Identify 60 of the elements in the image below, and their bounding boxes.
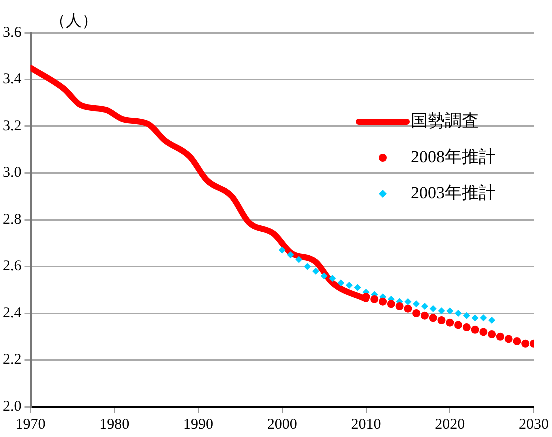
point [370,295,379,304]
y-tick-label: 3.6 [3,24,22,41]
x-tick-label: 2020 [435,416,466,433]
point [438,316,446,325]
point [346,282,353,289]
point [471,326,480,334]
point [430,305,437,312]
point [329,274,336,282]
point [463,312,470,320]
point [513,338,522,346]
point [462,324,471,332]
point [413,300,420,308]
point [354,284,362,292]
y-tick-label: 3.4 [3,72,22,88]
point [488,317,496,324]
x-tick-label: 2000 [267,416,298,433]
x-tick-label: 2010 [351,416,382,433]
point [338,280,345,287]
x-tick-label: 2030 [519,416,549,433]
y-tick-label: 2.8 [3,212,22,228]
legend-label: 2003年推計 [411,183,496,202]
y-tick-label: 2.4 [3,305,22,322]
y-tick-label: 3.2 [3,118,22,134]
point [421,302,428,310]
point [296,256,303,264]
y-tick-label: 2.2 [3,352,22,368]
point [387,300,396,308]
y-axis-title: （人） [50,13,98,30]
y-tick-label: 2.6 [3,258,22,275]
y-tick-label: 3.0 [3,165,22,182]
point [496,332,504,341]
point [287,252,294,259]
point [454,321,463,330]
point [429,314,438,322]
point [446,318,454,327]
point [278,246,286,254]
point [480,328,488,336]
point [480,314,488,322]
x-tick-label: 1970 [16,416,46,433]
point [304,263,312,270]
y-tick-label: 2.0 [3,398,22,415]
point [488,330,496,339]
point [455,310,462,317]
point [420,312,429,320]
point [404,304,412,313]
point [504,335,513,344]
legend-label: 国勢調査 [411,111,479,130]
legend-label: 2008年推計 [411,147,496,166]
point [472,314,479,322]
point [396,302,404,310]
x-tick-label: 1980 [100,416,130,433]
point [446,308,454,315]
point [438,308,446,315]
point [379,298,388,306]
point [320,272,328,280]
x-tick-label: 1990 [184,416,214,433]
point [412,310,421,318]
point [312,268,320,275]
point [522,340,530,348]
point [404,298,412,306]
